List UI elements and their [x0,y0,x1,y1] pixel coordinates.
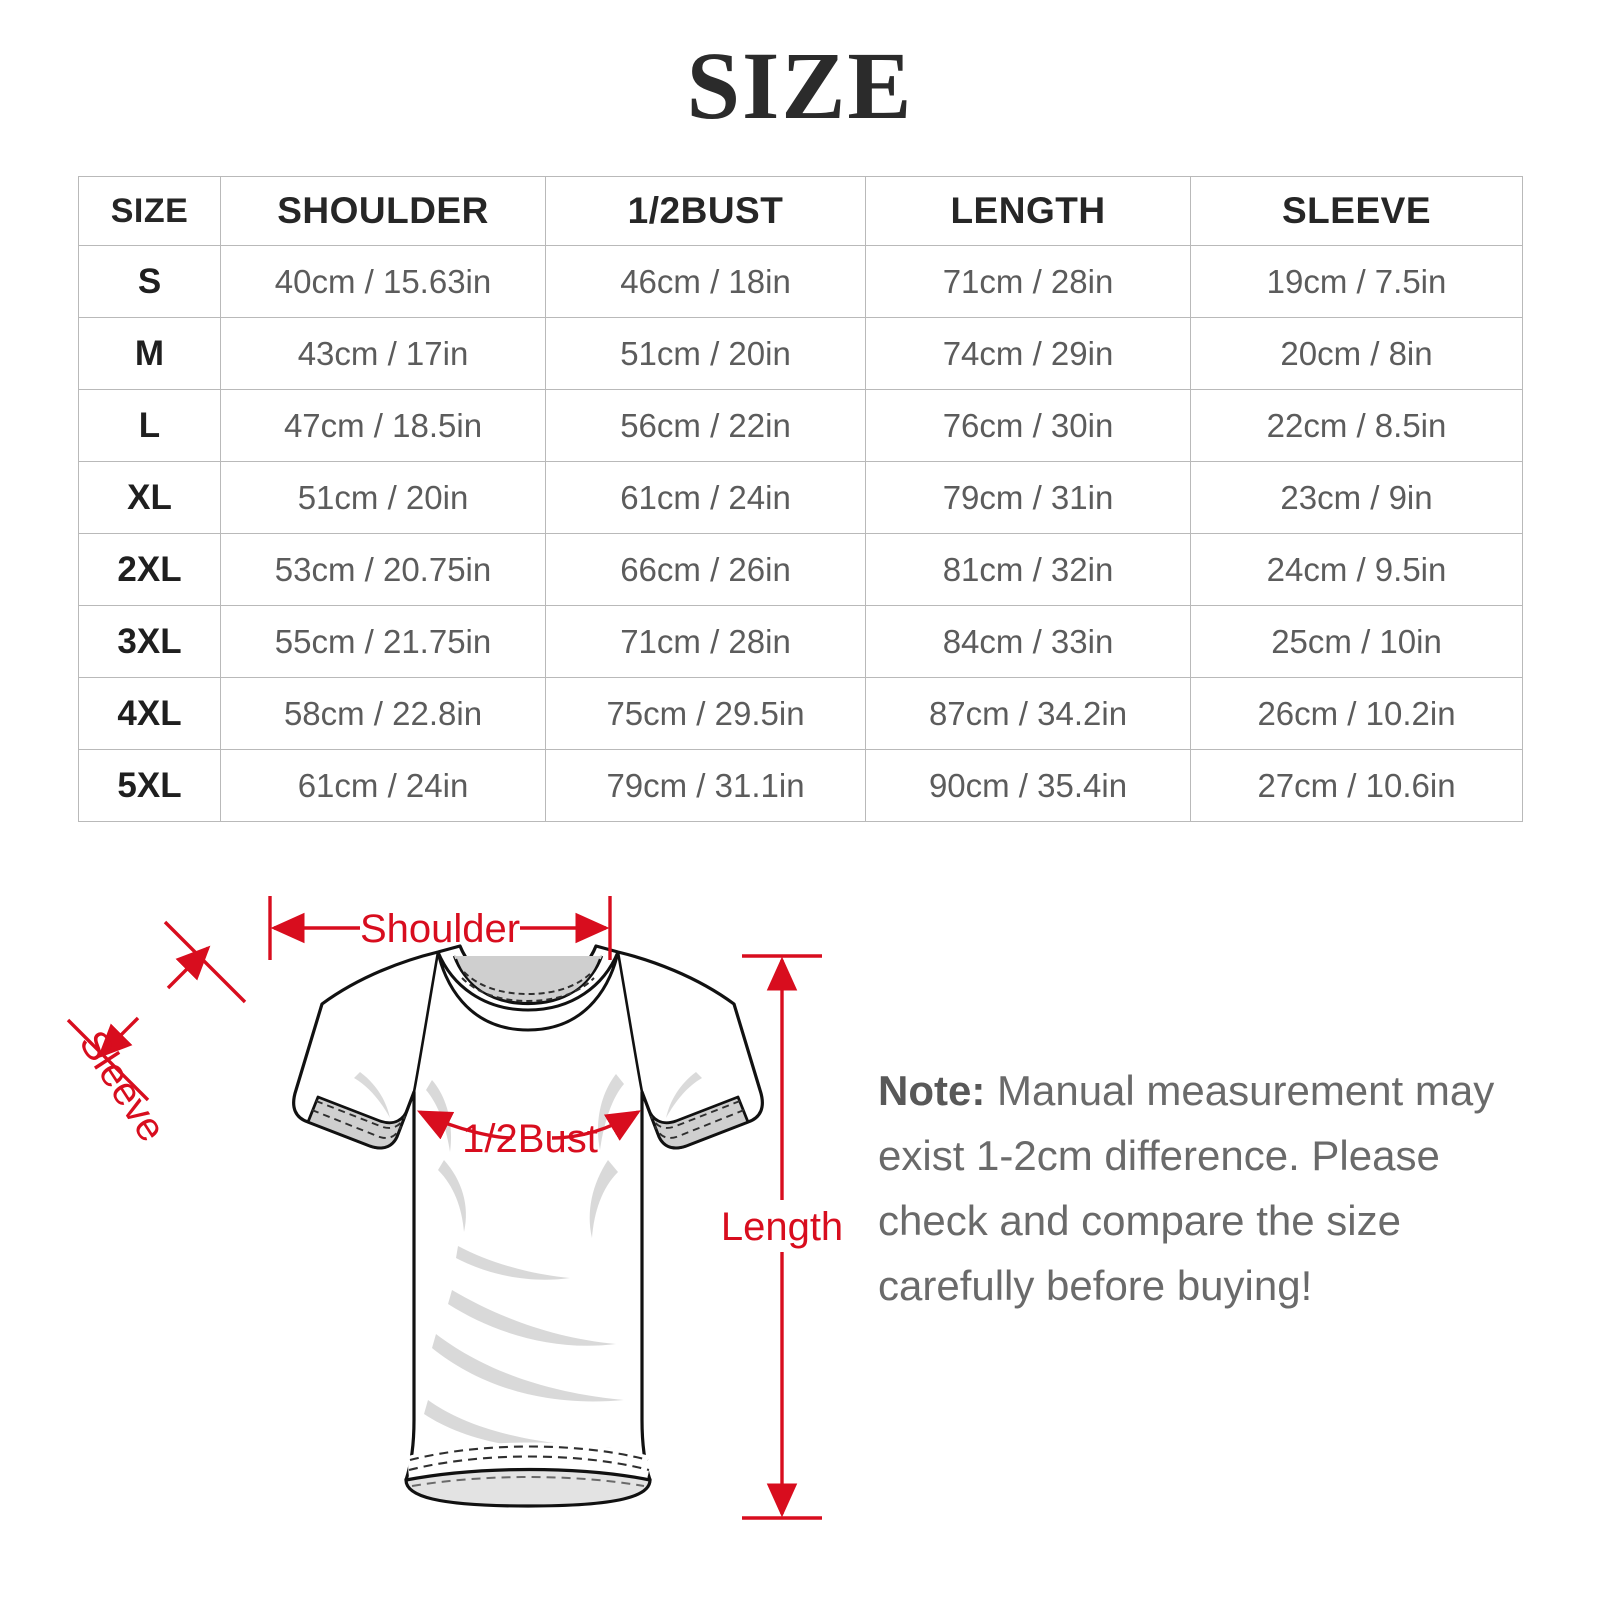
tshirt-garment-illustration [292,944,764,1508]
cell-sleeve: 22cm / 8.5in [1190,389,1523,462]
shoulder-measure-annotation: Shoulder [268,896,612,960]
note-body: Manual measurement may exist 1-2cm diffe… [878,1067,1495,1310]
table-header: SIZE SHOULDER 1/2BUST LENGTH SLEEVE [78,176,1523,246]
tshirt-diagram: Shoulder Sleeve 1/2Bust [60,860,860,1580]
cell-length: 90cm / 35.4in [865,749,1191,822]
cell-bust: 51cm / 20in [545,317,866,390]
cell-shoulder: 58cm / 22.8in [220,677,546,750]
cell-bust: 79cm / 31.1in [545,749,866,822]
bust-measure-annotation: 1/2Bust [416,1110,641,1161]
cell-bust: 56cm / 22in [545,389,866,462]
cell-sleeve: 27cm / 10.6in [1190,749,1523,822]
column-header-length: LENGTH [865,176,1191,246]
cell-bust: 61cm / 24in [545,461,866,534]
cell-shoulder: 55cm / 21.75in [220,605,546,678]
page-title: SIZE [686,32,914,139]
cell-length: 74cm / 29in [865,317,1191,390]
cell-size: 4XL [78,677,221,750]
cell-bust: 75cm / 29.5in [545,677,866,750]
table-row: 4XL 58cm / 22.8in 75cm / 29.5in 87cm / 3… [78,677,1523,750]
table-row: XL 51cm / 20in 61cm / 24in 79cm / 31in 2… [78,461,1523,534]
column-header-size: SIZE [78,176,221,246]
column-header-sleeve: SLEEVE [1190,176,1523,246]
table-row: S 40cm / 15.63in 46cm / 18in 71cm / 28in… [78,245,1523,318]
table-row: 5XL 61cm / 24in 79cm / 31.1in 90cm / 35.… [78,749,1523,822]
cell-size: L [78,389,221,462]
cell-size: XL [78,461,221,534]
cell-shoulder: 61cm / 24in [220,749,546,822]
cell-sleeve: 25cm / 10in [1190,605,1523,678]
cell-size: 5XL [78,749,221,822]
length-measure-annotation: Length [721,954,843,1520]
cell-sleeve: 19cm / 7.5in [1190,245,1523,318]
sleeve-measure-annotation: Sleeve [66,920,247,1150]
table-header-row: SIZE SHOULDER 1/2BUST LENGTH SLEEVE [78,176,1523,246]
table-body: S 40cm / 15.63in 46cm / 18in 71cm / 28in… [78,245,1523,822]
length-label: Length [721,1205,843,1249]
cell-size: 3XL [78,605,221,678]
shoulder-label: Shoulder [360,907,520,951]
size-table-container: SIZE SHOULDER 1/2BUST LENGTH SLEEVE S 40… [78,176,1523,822]
note-text-block: Note: Manual measurement may exist 1-2cm… [878,1058,1518,1318]
cell-shoulder: 53cm / 20.75in [220,533,546,606]
measurement-diagram-section: Shoulder Sleeve 1/2Bust [0,840,1600,1600]
cell-sleeve: 23cm / 9in [1190,461,1523,534]
column-header-shoulder: SHOULDER [220,176,546,246]
cell-length: 81cm / 32in [865,533,1191,606]
cell-bust: 46cm / 18in [545,245,866,318]
cell-size: M [78,317,221,390]
sleeve-label: Sleeve [70,1023,174,1150]
cell-length: 79cm / 31in [865,461,1191,534]
cell-shoulder: 43cm / 17in [220,317,546,390]
column-header-bust: 1/2BUST [545,176,866,246]
bust-label: 1/2Bust [462,1117,598,1161]
cell-shoulder: 47cm / 18.5in [220,389,546,462]
cell-size: 2XL [78,533,221,606]
cell-bust: 71cm / 28in [545,605,866,678]
cell-sleeve: 20cm / 8in [1190,317,1523,390]
table-row: L 47cm / 18.5in 56cm / 22in 76cm / 30in … [78,389,1523,462]
cell-length: 76cm / 30in [865,389,1191,462]
cell-length: 84cm / 33in [865,605,1191,678]
cell-sleeve: 26cm / 10.2in [1190,677,1523,750]
table-row: 2XL 53cm / 20.75in 66cm / 26in 81cm / 32… [78,533,1523,606]
note-label: Note: [878,1067,986,1114]
cell-bust: 66cm / 26in [545,533,866,606]
cell-shoulder: 40cm / 15.63in [220,245,546,318]
cell-sleeve: 24cm / 9.5in [1190,533,1523,606]
cell-shoulder: 51cm / 20in [220,461,546,534]
table-row: M 43cm / 17in 51cm / 20in 74cm / 29in 20… [78,317,1523,390]
cell-size: S [78,245,221,318]
table-row: 3XL 55cm / 21.75in 71cm / 28in 84cm / 33… [78,605,1523,678]
cell-length: 71cm / 28in [865,245,1191,318]
size-table: SIZE SHOULDER 1/2BUST LENGTH SLEEVE S 40… [78,176,1523,822]
cell-length: 87cm / 34.2in [865,677,1191,750]
